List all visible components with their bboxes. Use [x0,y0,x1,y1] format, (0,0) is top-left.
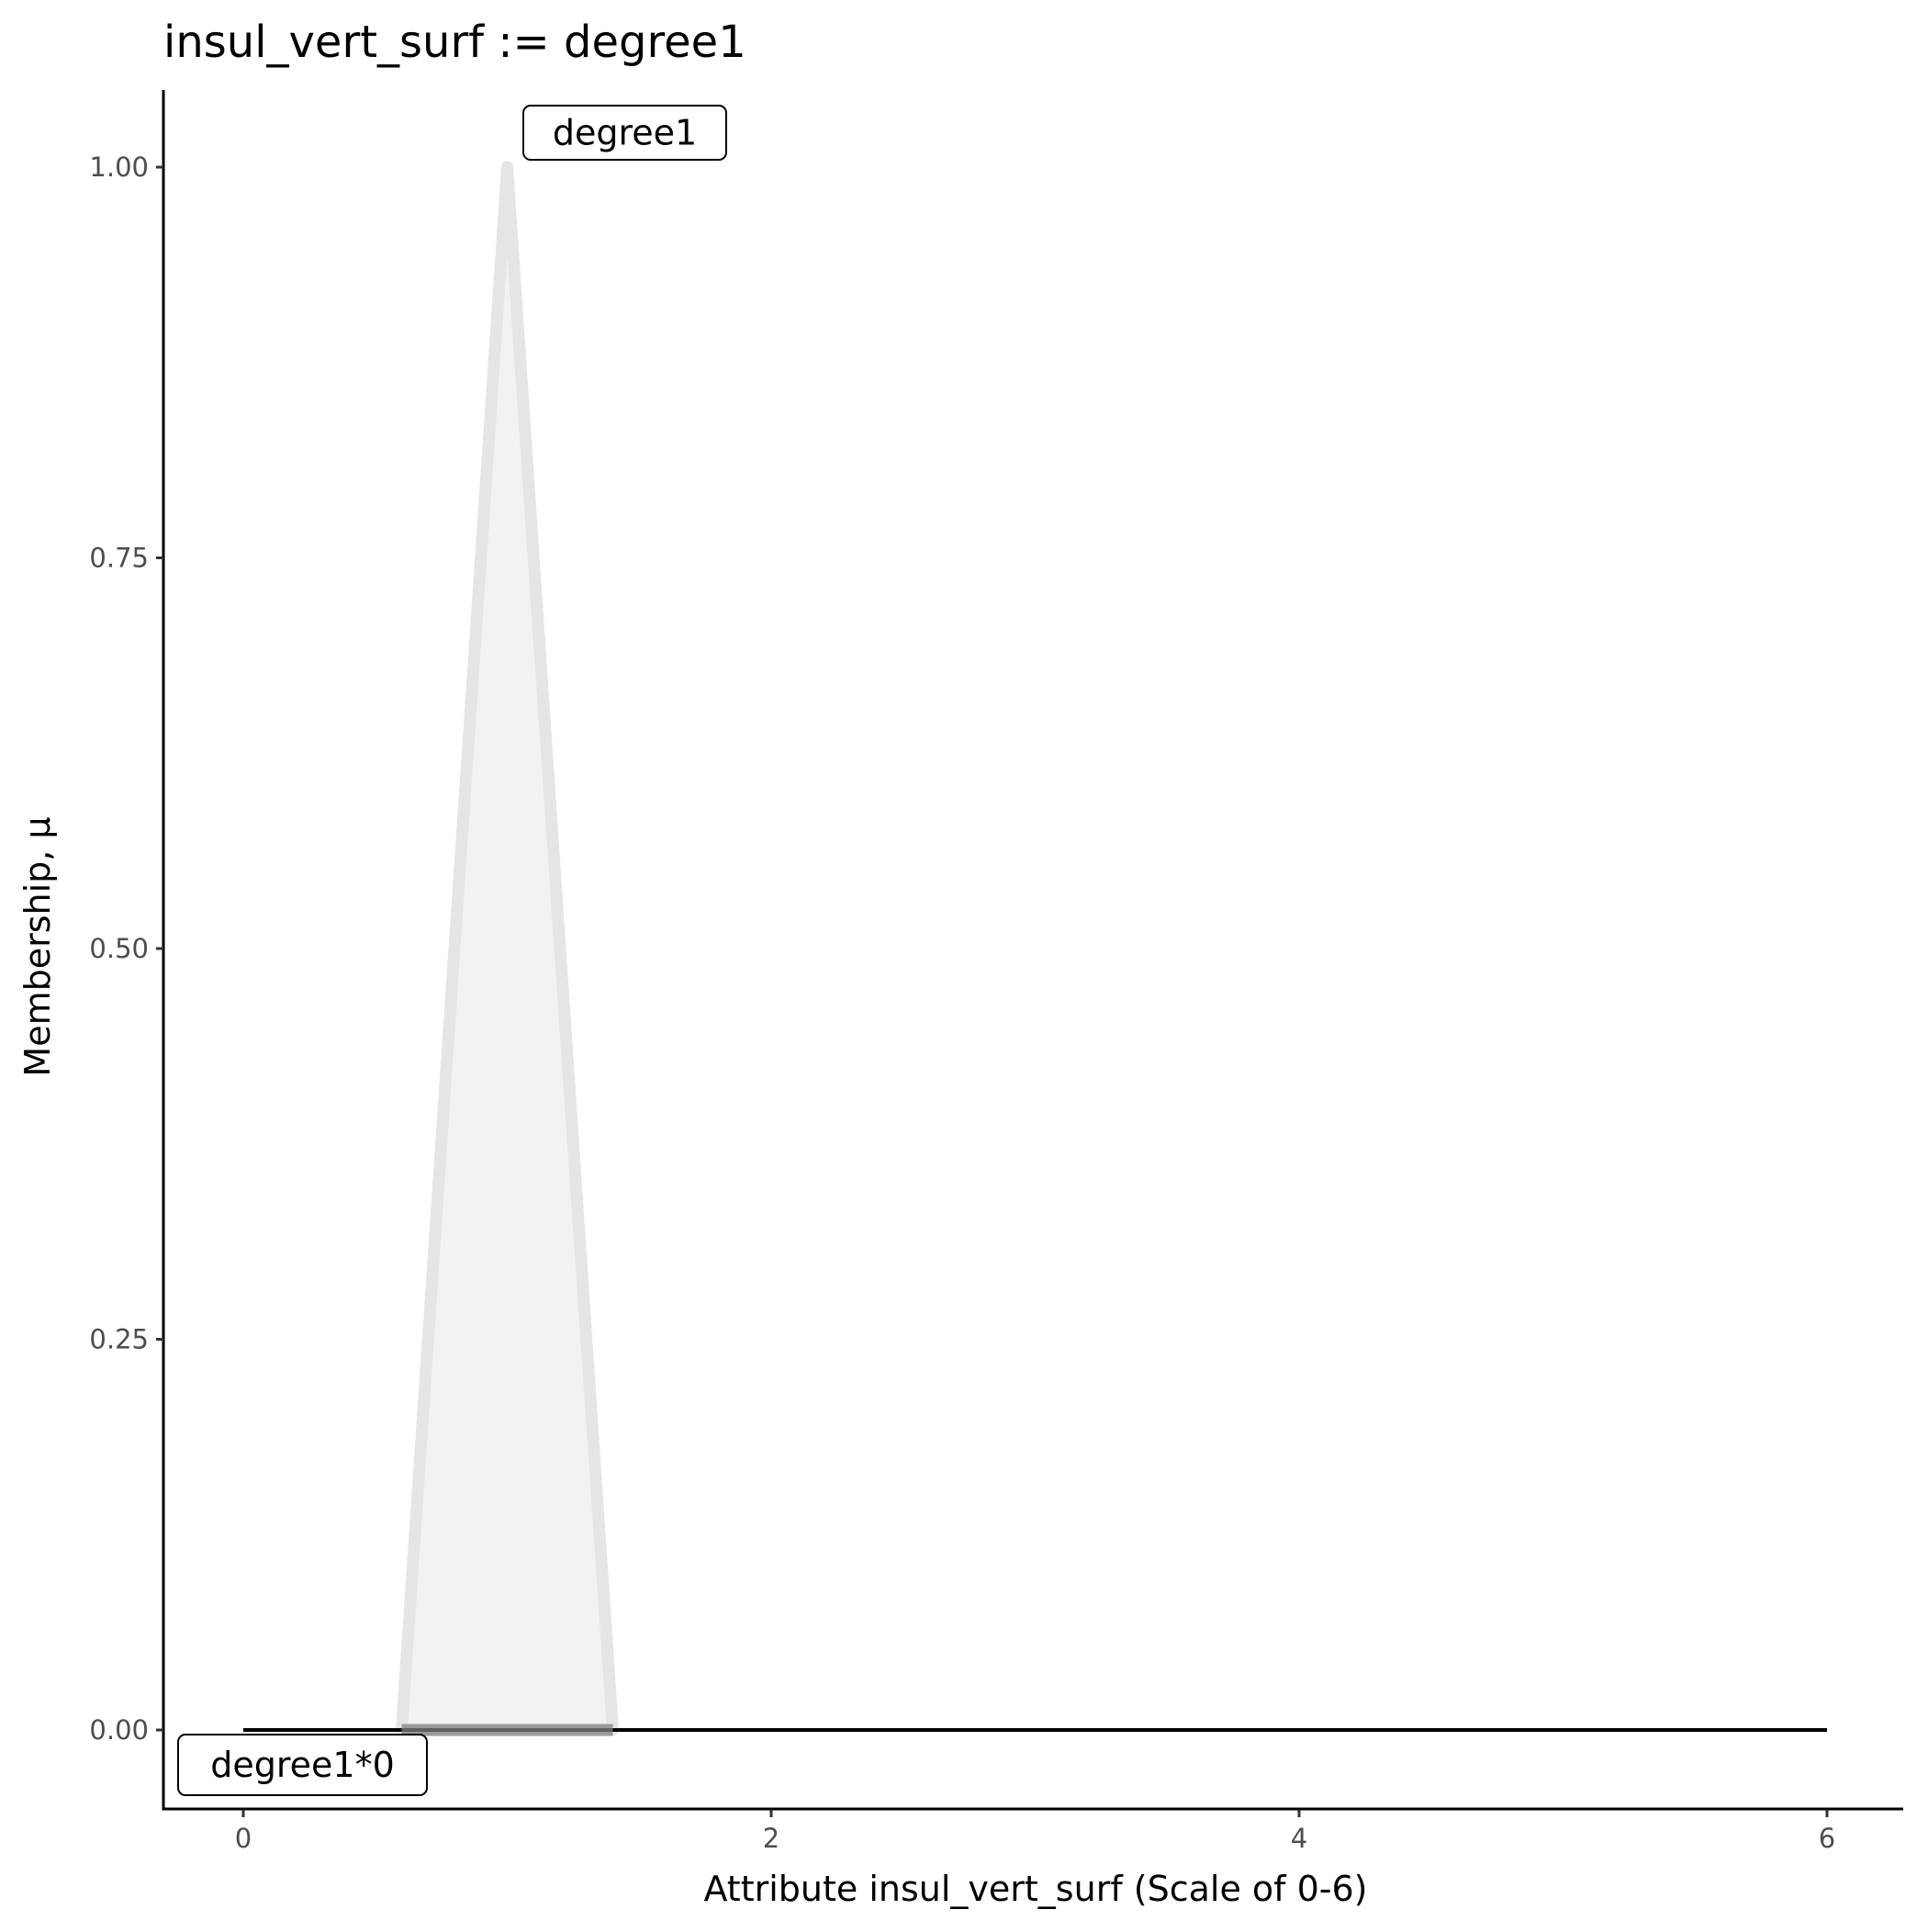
y-tick-label: 0.00 [89,1714,149,1746]
y-axis-label: Membership, μ [17,816,58,1076]
x-tick-label: 2 [763,1823,779,1854]
chart-title: insul_vert_surf := degree1 [163,17,746,68]
annotation-box [177,1734,428,1796]
y-tick-label: 0.50 [89,933,149,964]
y-tick-label: 0.25 [89,1324,149,1355]
annotation-label: degree1*0 [210,1745,395,1785]
x-tick-label: 0 [235,1823,252,1854]
y-ticks: 0.00 0.25 0.50 0.75 1.00 [89,152,163,1746]
annotation-label: degree1 [553,113,697,153]
annotations: degree1 degree1*0 [177,105,727,1796]
x-axis-label: Attribute insul_vert_surf (Scale of 0-6) [703,1869,1367,1909]
plot-area [243,161,1827,1736]
membership-triangle-degree1 [396,161,619,1736]
x-tick-label: 6 [1819,1823,1835,1854]
x-tick-label: 4 [1291,1823,1307,1854]
x-ticks: 0 2 4 6 [235,1810,1835,1854]
annotation-box [522,105,727,161]
y-tick-label: 0.75 [89,543,149,574]
y-tick-label: 1.00 [89,152,149,183]
